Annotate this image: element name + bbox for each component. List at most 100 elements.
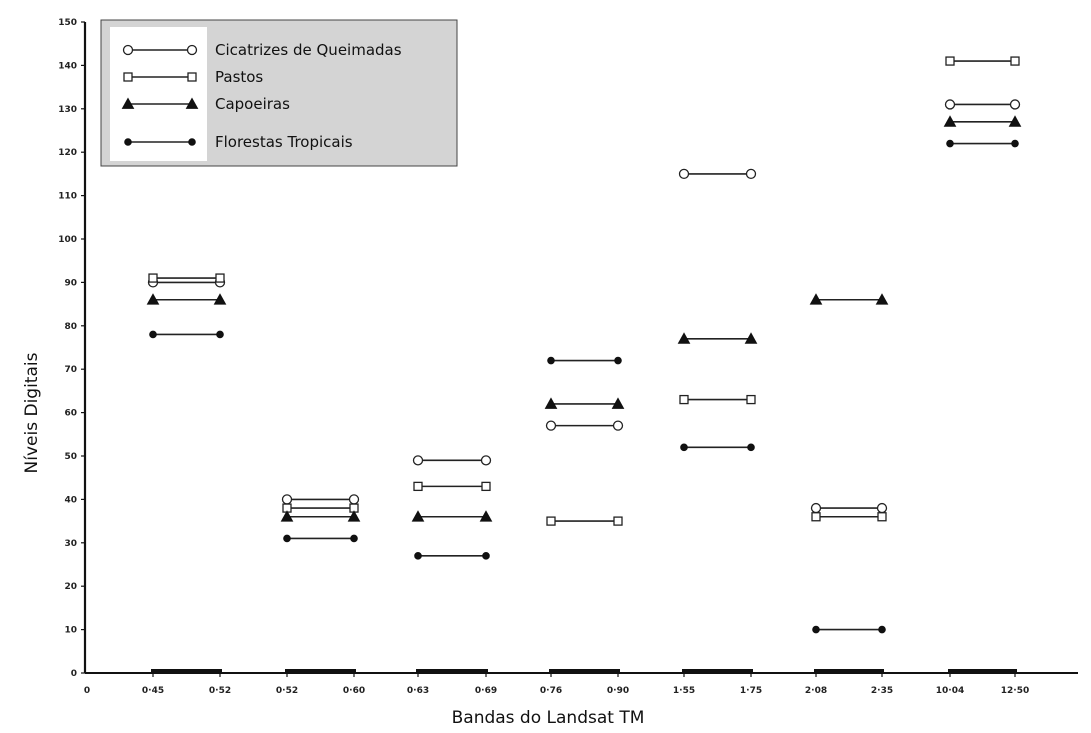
data-point <box>614 356 622 365</box>
data-point <box>146 293 160 305</box>
y-tick-label: 10 <box>64 626 77 636</box>
data-point <box>945 56 955 66</box>
x-tick-label-end: 2·35 <box>871 686 893 696</box>
data-point <box>877 512 887 522</box>
x-tick-label-start: 1·55 <box>673 686 695 696</box>
data-point <box>348 494 360 505</box>
data-point <box>546 516 556 526</box>
band-bar <box>151 669 222 674</box>
y-tick-label: 60 <box>64 409 77 419</box>
data-point <box>482 552 490 560</box>
data-point <box>943 115 957 127</box>
band-bar <box>285 669 356 674</box>
data-point <box>946 139 954 148</box>
data-point <box>875 293 889 305</box>
data-point <box>123 72 133 82</box>
data-point <box>213 293 227 305</box>
x-tick-label-start: 0·63 <box>407 686 429 696</box>
data-point <box>679 394 689 405</box>
data-point <box>811 512 821 522</box>
band-bar <box>682 669 753 674</box>
x-tick-label-end: 0·69 <box>475 686 497 696</box>
x-tick-label-start: 0·52 <box>276 686 298 696</box>
y-axis-title: Níveis Digitais <box>22 352 42 473</box>
data-point <box>281 494 293 505</box>
y-ticks: 0 10 20 30 40 50 60 70 80 90 100 110 120 130 140 150 <box>58 18 85 679</box>
data-point <box>479 510 493 522</box>
data-point <box>414 552 422 560</box>
data-point <box>121 97 135 109</box>
band-bars <box>151 669 1017 674</box>
data-point <box>747 443 755 452</box>
x-tick-label-start: 0·45 <box>142 686 164 696</box>
band-bar <box>948 669 1017 674</box>
legend-item: Florestas Tropicais <box>124 133 353 151</box>
data-point <box>413 481 423 492</box>
x-tick-label-start: 10·04 <box>936 686 964 696</box>
y-tick-label: 50 <box>64 452 77 462</box>
legend-label: Florestas Tropicais <box>215 133 353 151</box>
data-point <box>876 502 888 514</box>
legend-label: Cicatrizes de Queimadas <box>215 41 402 59</box>
y-tick-label: 110 <box>58 192 77 202</box>
data-point <box>810 502 822 514</box>
legend-item: Pastos <box>123 68 263 86</box>
data-point <box>613 516 623 526</box>
legend-items: Cicatrizes de Queimadas Pastos Capoeiras Fl… <box>121 41 402 151</box>
y-tick-label: 150 <box>58 18 77 28</box>
series-filled-triangle <box>146 115 1022 522</box>
data-point <box>1008 115 1022 127</box>
data-point <box>744 332 758 344</box>
legend-item: Capoeiras <box>121 95 290 113</box>
band-bar <box>416 669 488 674</box>
data-point <box>481 481 491 492</box>
data-point <box>186 44 198 56</box>
legend-label: Pastos <box>215 68 263 86</box>
x-tick-label-end: 0·90 <box>607 686 629 696</box>
data-point <box>280 510 294 522</box>
y-tick-label: 20 <box>64 582 77 592</box>
y-tick-label: 100 <box>58 235 77 245</box>
data-point <box>148 273 158 283</box>
y-tick-label: 90 <box>64 278 77 288</box>
data-point <box>350 534 358 543</box>
data-point <box>746 394 756 405</box>
y-tick-label: 0 <box>71 669 77 679</box>
data-point <box>1009 99 1021 110</box>
data-point <box>809 293 823 305</box>
x-ticks: 0 0·45 0·52 0·52 0·60 0·63 0·69 0·76 0·90 1·55 1·… <box>84 673 1029 696</box>
data-point <box>215 273 225 283</box>
data-point <box>412 455 424 466</box>
data-point <box>878 625 886 634</box>
y-tick-label: 80 <box>64 322 77 332</box>
y-tick-label: 70 <box>64 365 77 375</box>
x-tick-zero: 0 <box>84 686 90 696</box>
legend-label: Capoeiras <box>215 95 290 113</box>
data-point <box>122 44 134 56</box>
x-tick-label-start: 2·08 <box>805 686 827 696</box>
data-point <box>411 510 425 522</box>
band-bar <box>549 669 620 674</box>
data-point <box>188 138 196 146</box>
series-layer <box>146 56 1022 634</box>
data-point <box>545 420 557 431</box>
x-tick-label-end: 12·50 <box>1001 686 1029 696</box>
legend-item: Cicatrizes de Queimadas <box>122 41 402 59</box>
data-point <box>812 625 820 634</box>
data-point <box>745 168 757 180</box>
series-open-square <box>148 56 1020 526</box>
x-tick-label-end: 0·60 <box>343 686 365 696</box>
data-point <box>216 330 224 339</box>
series-filled-circle <box>149 139 1019 634</box>
data-point <box>944 99 956 110</box>
x-tick-label-end: 0·52 <box>209 686 231 696</box>
data-point <box>1010 56 1020 66</box>
y-tick-label: 40 <box>64 495 77 505</box>
data-point <box>124 138 132 146</box>
data-point <box>612 420 624 431</box>
x-axis-title: Bandas do Landsat TM <box>452 708 645 728</box>
x-tick-label-start: 0·76 <box>540 686 562 696</box>
y-tick-label: 30 <box>64 539 77 549</box>
x-tick-label-end: 1·75 <box>740 686 762 696</box>
